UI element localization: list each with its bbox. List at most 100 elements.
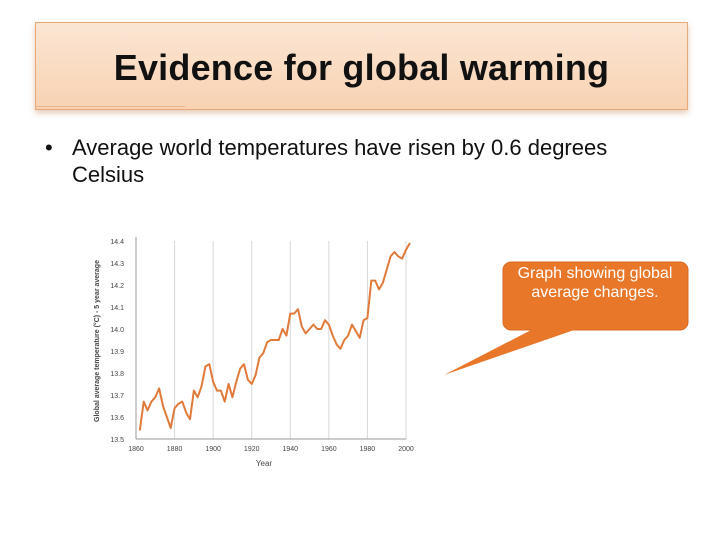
data-point <box>397 255 399 257</box>
chart-grid <box>135 241 407 439</box>
data-point <box>374 280 376 282</box>
x-tick-labels: 1860 1880 1900 1920 1940 1960 1980 2000 <box>128 446 414 453</box>
data-point <box>204 365 207 367</box>
title-underline <box>35 106 185 107</box>
data-point <box>181 401 183 403</box>
data-point <box>362 319 365 321</box>
data-point <box>297 308 299 310</box>
data-point <box>378 288 380 290</box>
callout-text: Graph showing global average changes. <box>517 265 673 301</box>
y-tick-label: 14.0 <box>110 327 124 334</box>
data-point <box>139 429 141 431</box>
data-point <box>158 387 160 389</box>
data-point <box>270 339 272 341</box>
y-tick-label: 14.4 <box>110 239 124 246</box>
data-point <box>216 390 218 392</box>
data-point <box>347 335 349 337</box>
data-point <box>266 341 268 343</box>
data-point <box>262 352 264 354</box>
data-point <box>231 396 234 398</box>
data-point <box>224 401 226 403</box>
data-point <box>212 381 214 383</box>
bullet-text: Average world temperatures have risen by… <box>72 135 608 187</box>
data-point <box>359 337 361 339</box>
y-tick-label: 13.7 <box>110 393 124 400</box>
data-point <box>173 407 176 409</box>
x-tick-label: 1960 <box>321 446 337 453</box>
data-point <box>166 416 168 418</box>
data-point <box>343 339 345 341</box>
temperature-series-line <box>138 242 411 431</box>
x-tick-label: 1860 <box>128 446 144 453</box>
data-point <box>239 368 241 370</box>
callout-shape <box>444 261 689 375</box>
y-tick-label: 13.6 <box>110 415 124 422</box>
data-point <box>220 390 222 392</box>
data-point <box>154 396 156 398</box>
data-point <box>251 383 253 385</box>
bullet-dot-icon: • <box>45 135 53 160</box>
data-point <box>258 357 261 359</box>
data-point <box>389 255 392 257</box>
data-point <box>293 313 295 315</box>
y-tick-label: 14.3 <box>110 261 124 268</box>
data-point <box>150 401 153 403</box>
data-point <box>382 282 384 284</box>
y-tick-label: 13.5 <box>110 437 124 444</box>
data-point <box>351 324 353 326</box>
data-point <box>308 328 311 330</box>
data-point <box>177 403 180 405</box>
data-point <box>332 335 334 337</box>
y-tick-labels: 13.5 13.6 13.7 13.8 13.9 14.0 14.1 14.2 14.3 14.4 <box>110 239 124 444</box>
x-tick-label: 1880 <box>167 446 183 453</box>
data-point <box>289 313 291 315</box>
data-point <box>405 249 407 251</box>
data-point <box>162 405 164 407</box>
data-point <box>189 418 191 420</box>
data-point <box>247 379 249 381</box>
data-point <box>278 339 280 341</box>
data-point <box>146 409 149 411</box>
chart-axes <box>135 237 406 440</box>
data-point <box>320 328 322 330</box>
data-point <box>143 401 145 403</box>
data-point <box>386 269 388 271</box>
x-axis-label: Year <box>256 459 273 468</box>
data-point <box>366 317 369 319</box>
data-point <box>393 251 396 253</box>
y-tick-label: 14.2 <box>110 283 124 290</box>
data-point <box>301 326 303 328</box>
data-point <box>324 319 326 321</box>
data-point <box>274 339 276 341</box>
data-point <box>193 390 195 392</box>
y-tick-label: 13.9 <box>110 349 124 356</box>
data-point <box>339 348 342 350</box>
x-tick-label: 2000 <box>398 446 414 453</box>
temperature-chart: 13.5 13.6 13.7 13.8 13.9 14.0 14.1 14.2 14.3 14.4… <box>93 237 414 468</box>
data-point <box>305 332 307 334</box>
data-point <box>227 383 230 385</box>
x-tick-label: 1900 <box>205 446 221 453</box>
data-point <box>185 412 187 414</box>
x-tick-label: 1980 <box>360 446 376 453</box>
data-point <box>370 280 372 282</box>
data-point <box>200 385 203 387</box>
data-point <box>208 363 210 365</box>
data-point <box>328 324 330 326</box>
data-point <box>243 363 245 365</box>
data-point <box>197 396 199 398</box>
data-point <box>170 427 172 429</box>
y-tick-label: 13.8 <box>110 371 124 378</box>
data-point <box>281 328 284 330</box>
data-point <box>254 374 257 376</box>
data-point <box>335 343 338 345</box>
data-point <box>409 242 411 244</box>
y-axis-label: Global average temperature (°C) - 5 year… <box>93 260 101 422</box>
slide-title: Evidence for global warming <box>113 47 610 88</box>
data-point <box>285 335 288 337</box>
data-point <box>316 328 318 330</box>
data-points <box>139 242 411 431</box>
x-tick-label: 1940 <box>282 446 298 453</box>
title-box: Evidence for global warming <box>35 22 688 110</box>
y-tick-label: 14.1 <box>110 305 124 312</box>
